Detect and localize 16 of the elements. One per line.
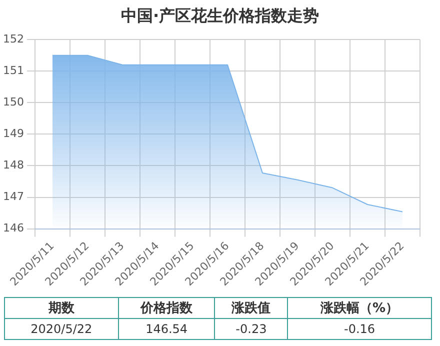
- text: 价格指数: [118, 298, 215, 318]
- text: 146.54: [118, 318, 215, 340]
- text: 期数: [4, 298, 118, 318]
- y-tick-label: 151: [2, 64, 24, 77]
- text: -0.23: [214, 318, 288, 340]
- text: 涨跌幅（%）: [288, 298, 432, 318]
- text: -0.16: [288, 318, 432, 340]
- y-tick-label: 147: [2, 190, 24, 204]
- text: 涨跌值: [214, 298, 288, 318]
- text: 2020/5/22: [4, 318, 118, 340]
- y-tick-label: 152: [2, 32, 24, 46]
- y-tick-label: 146: [2, 222, 24, 235]
- y-tick-label: 150: [2, 96, 24, 109]
- chart-title: 中国·产区花生价格指数走势: [120, 6, 320, 27]
- y-tick-label: 149: [2, 127, 24, 140]
- y-tick-label: 148: [2, 158, 24, 172]
